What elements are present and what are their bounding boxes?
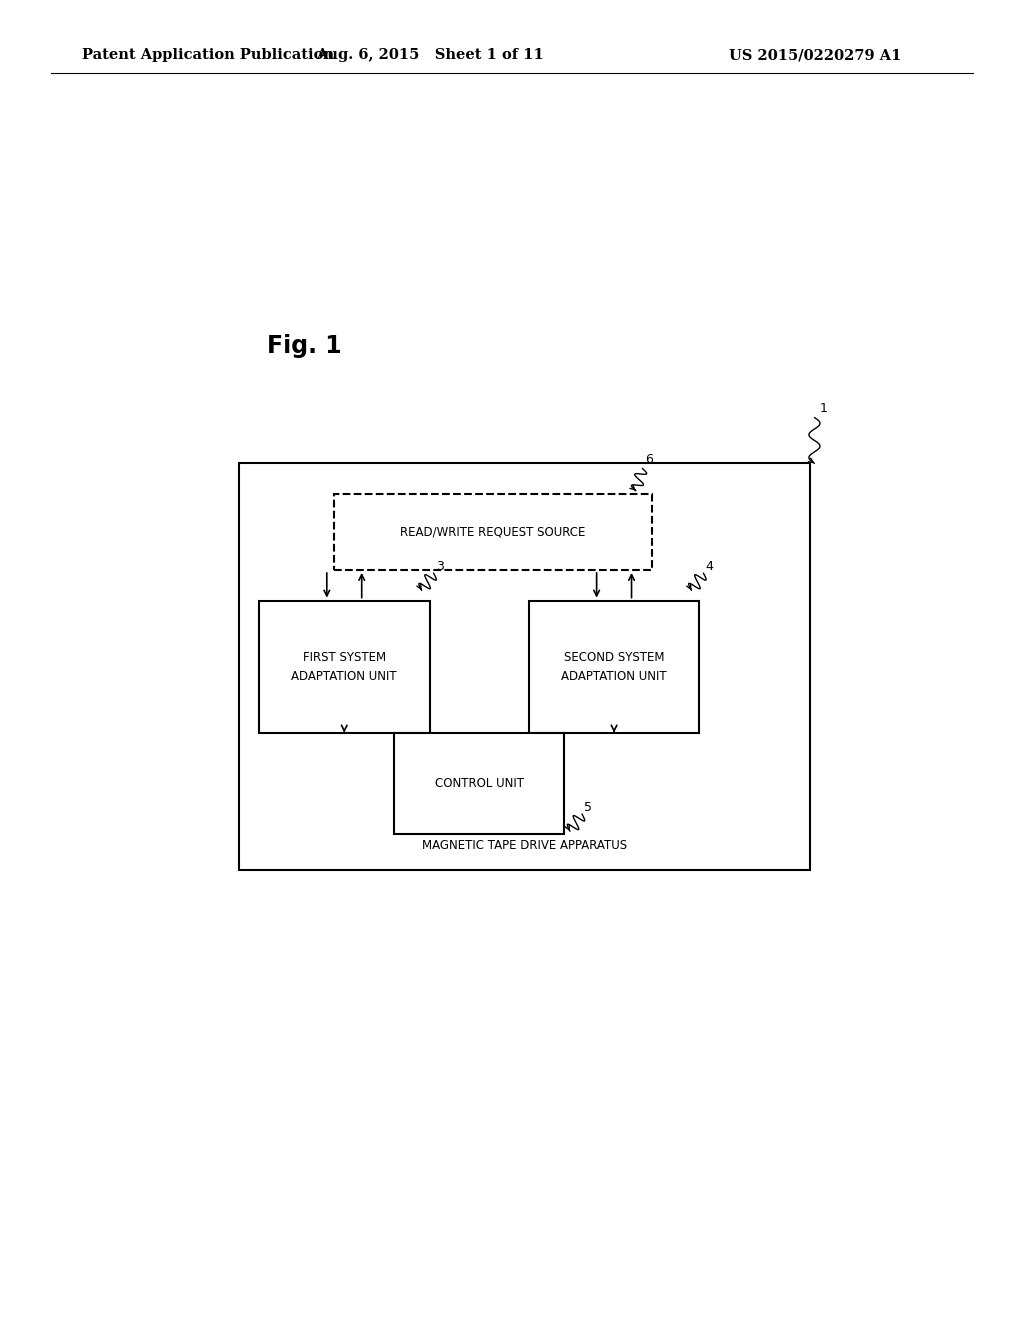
Bar (259, 601, 430, 733)
Text: CONTROL UNIT: CONTROL UNIT (434, 777, 523, 789)
Text: 4: 4 (706, 560, 714, 573)
Text: US 2015/0220279 A1: US 2015/0220279 A1 (729, 49, 901, 62)
Text: SECOND SYSTEM
ADAPTATION UNIT: SECOND SYSTEM ADAPTATION UNIT (561, 651, 667, 682)
Text: READ/WRITE REQUEST SOURCE: READ/WRITE REQUEST SOURCE (400, 525, 586, 539)
Text: FIRST SYSTEM
ADAPTATION UNIT: FIRST SYSTEM ADAPTATION UNIT (292, 651, 397, 682)
Bar (334, 494, 652, 570)
Text: Patent Application Publication: Patent Application Publication (82, 49, 334, 62)
Text: 5: 5 (585, 801, 592, 814)
Text: Aug. 6, 2015   Sheet 1 of 11: Aug. 6, 2015 Sheet 1 of 11 (316, 49, 544, 62)
Text: Fig. 1: Fig. 1 (267, 334, 342, 359)
Text: MAGNETIC TAPE DRIVE APPARATUS: MAGNETIC TAPE DRIVE APPARATUS (422, 838, 628, 851)
Text: 3: 3 (436, 560, 443, 573)
Text: 6: 6 (645, 453, 653, 466)
Bar (394, 733, 564, 834)
Bar (240, 463, 811, 870)
Bar (528, 601, 699, 733)
Text: 1: 1 (820, 401, 827, 414)
